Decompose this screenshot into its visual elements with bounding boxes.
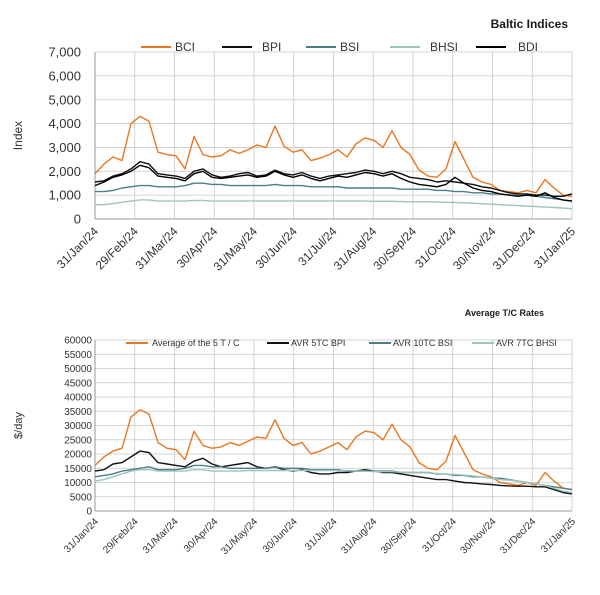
x-tick-label: 31/Oct/24: [420, 516, 459, 555]
y-tick-label: 0: [74, 212, 81, 227]
legend-item: AVR 7TC BHSI: [472, 338, 557, 348]
series-line-avr-5tc-bpi: [94, 450, 573, 495]
legend-label: BHSI: [430, 40, 458, 54]
x-tick-label: 31/May/24: [211, 224, 261, 274]
y-tick-label: 7,000: [48, 45, 81, 60]
chart-title: Average T/C Rates: [465, 308, 544, 318]
y-tick-label: 35000: [64, 407, 92, 418]
y-axis-label: $/day: [13, 412, 25, 439]
legend-label: BDI: [518, 40, 538, 54]
x-tick-label: 30/Nov/24: [459, 516, 499, 556]
series-line-avr-7tc-bhsi: [94, 469, 573, 494]
y-tick-label: 45000: [64, 378, 92, 389]
x-tick-label: 31/Jan/25: [531, 224, 578, 271]
average-tc-rates-chart: Average T/C Rates 0 5000 10000 15000 20000 250…: [13, 308, 578, 557]
x-tick-label: 31/Dec/24: [490, 224, 539, 273]
y-tick-label: 6,000: [48, 68, 81, 83]
x-tick-label: 31/Jul/24: [303, 516, 340, 553]
legend-label: Average of the 5 T / C: [152, 338, 240, 348]
y-tick-label: 5000: [70, 492, 93, 503]
legend-label: BPI: [262, 40, 281, 54]
y-tick-label: 15000: [64, 464, 92, 475]
x-tick-label: 30/Apr/24: [182, 516, 221, 555]
legend-item: AVR 5TC BPI: [267, 338, 345, 348]
y-tick-label: 20000: [64, 450, 92, 461]
y-tick-label: 40000: [64, 393, 92, 404]
legend-label: BCI: [175, 40, 195, 54]
x-tick-label: 31/Aug/24: [339, 516, 379, 556]
x-tick-label: 31/Jan/25: [539, 516, 578, 555]
y-tick-label: 10000: [64, 478, 92, 489]
y-tick-label: 30000: [64, 421, 92, 432]
x-tick-label: 31/Dec/24: [498, 516, 538, 556]
legend-item: Average of the 5 T / C: [126, 338, 240, 348]
x-tick-label: 31/Mar/24: [141, 516, 181, 556]
chart-title: Baltic Indices: [491, 17, 569, 31]
series-line-bdi: [94, 164, 573, 202]
y-tick-label: 3,000: [48, 140, 81, 155]
y-tick-label: 5,000: [48, 92, 81, 107]
legend-item: BPI: [222, 40, 281, 54]
y-tick-label: 0: [86, 507, 92, 518]
y-tick-label: 25000: [64, 435, 92, 446]
legend-label: AVR 7TC BHSI: [496, 338, 557, 348]
y-tick-label: 55000: [64, 350, 92, 361]
y-tick-label: 1,000: [48, 188, 81, 203]
x-tick-label: 31/Mar/24: [133, 224, 181, 272]
y-tick-label: 2,000: [48, 164, 81, 179]
x-tick-label: 29/Feb/24: [101, 516, 141, 556]
legend-item: BCI: [141, 40, 195, 54]
x-tick-label: 30/Sep/24: [371, 224, 420, 273]
x-tick-label: 30/Sep/24: [379, 516, 419, 556]
series-line-bhsi: [95, 199, 573, 210]
series-line-bci: [94, 115, 573, 197]
series-line-bsi: [95, 182, 573, 202]
legend-item: BHSI: [390, 40, 458, 54]
series-line-bpi: [94, 161, 573, 197]
y-tick-label: 50000: [64, 364, 92, 375]
legend-item: BSI: [306, 40, 359, 54]
legend-item: BDI: [476, 40, 538, 54]
legend-item: AVR 10TC BSI: [369, 338, 452, 348]
legend-label: AVR 10TC BSI: [393, 338, 452, 348]
legend-label: AVR 5TC BPI: [291, 338, 345, 348]
y-tick-label: 60000: [64, 336, 92, 347]
x-tick-label: 30/Jun/24: [253, 224, 300, 271]
legend-label: BSI: [340, 40, 359, 54]
x-tick-label: 30/Jun/24: [261, 516, 300, 555]
x-tick-label: 31/May/24: [219, 516, 260, 557]
baltic-indices-chart: Baltic Indices 0 1,000 2,000 3,000 4,000 5,000…: [11, 17, 578, 274]
y-tick-label: 4,000: [48, 116, 81, 131]
x-tick-label: 31/Jan/24: [62, 516, 101, 555]
y-axis-label: Index: [11, 121, 25, 150]
